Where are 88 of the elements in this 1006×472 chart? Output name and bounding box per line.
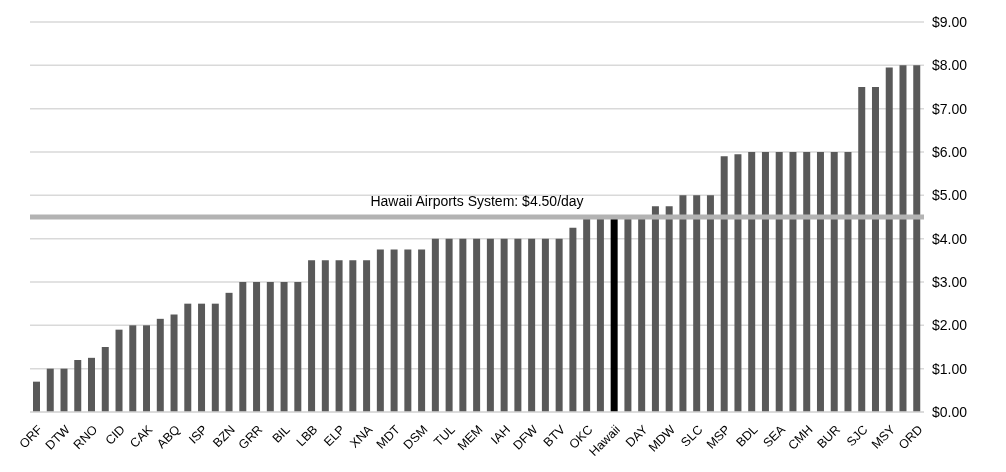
bar — [46, 368, 54, 412]
bar — [679, 195, 687, 412]
bar — [33, 381, 40, 412]
bar — [101, 347, 109, 412]
bar — [363, 260, 371, 412]
x-tick-label: CID — [102, 422, 128, 448]
x-tick-label: SJC — [843, 422, 871, 450]
bar — [734, 154, 742, 412]
bar — [225, 292, 233, 412]
bar — [418, 249, 426, 412]
bar — [555, 238, 563, 412]
bar — [748, 152, 756, 412]
bar — [390, 249, 398, 412]
x-tick-label: ELP — [321, 422, 348, 450]
x-tick-label: BDL — [733, 422, 761, 450]
ref-line-label: Hawaii Airports System: $4.50/day — [370, 193, 584, 209]
bar — [624, 217, 632, 412]
bar — [211, 303, 219, 412]
bar — [486, 238, 494, 412]
bar — [88, 357, 96, 412]
bar — [569, 227, 577, 412]
bar — [431, 238, 439, 412]
bar — [706, 195, 714, 412]
bar — [321, 260, 329, 412]
bar — [376, 249, 384, 412]
bar — [665, 206, 673, 412]
bar — [775, 152, 783, 412]
bar — [294, 282, 302, 412]
x-tick-label: BIL — [269, 422, 293, 446]
bar — [830, 152, 838, 412]
bar — [156, 318, 164, 412]
bar — [404, 249, 412, 412]
x-tick-label: LBB — [293, 422, 321, 450]
y-tick-label: $2.00 — [932, 317, 968, 334]
bar — [913, 65, 921, 412]
bar — [596, 217, 604, 412]
bar — [885, 67, 893, 412]
bar — [349, 260, 357, 412]
y-tick-label: $3.00 — [932, 273, 968, 290]
y-tick-label: $7.00 — [932, 100, 968, 117]
bar — [514, 238, 522, 412]
bar — [473, 238, 481, 412]
bar — [459, 238, 467, 412]
bar — [253, 282, 261, 412]
bar — [761, 152, 769, 412]
bar — [170, 314, 178, 412]
bar — [500, 238, 508, 412]
bar — [610, 217, 618, 412]
bar — [115, 329, 123, 412]
bar — [803, 152, 811, 412]
x-tick-label: IAH — [488, 422, 513, 448]
x-tick-label: SLC — [678, 422, 706, 450]
y-tick-label: $4.00 — [932, 230, 968, 247]
y-tick-label: $6.00 — [932, 143, 968, 160]
x-tick-label: ISP — [186, 422, 211, 447]
bar — [308, 260, 316, 412]
bar — [280, 282, 288, 412]
y-tick-label: $1.00 — [932, 360, 968, 377]
bar — [583, 217, 591, 412]
bar — [60, 368, 68, 412]
y-tick-label: $0.00 — [932, 403, 968, 420]
bar — [871, 87, 879, 412]
bar — [335, 260, 343, 412]
bar — [789, 152, 797, 412]
x-tick-label: XNA — [347, 422, 376, 451]
bar — [74, 360, 82, 412]
bar — [445, 238, 453, 412]
bar — [651, 206, 659, 412]
bar — [198, 303, 206, 412]
bar — [143, 325, 151, 412]
bar — [816, 152, 824, 412]
bar — [844, 152, 852, 412]
bar — [266, 282, 274, 412]
bar — [720, 156, 728, 412]
y-tick-label: $5.00 — [932, 187, 968, 204]
x-tick-label: TUL — [431, 422, 458, 450]
bar — [693, 195, 701, 412]
y-tick-label: $8.00 — [932, 57, 968, 74]
bar — [858, 87, 866, 412]
bar — [638, 217, 646, 412]
bar — [129, 325, 137, 412]
bar — [541, 238, 549, 412]
bar — [239, 282, 247, 412]
bar — [184, 303, 192, 412]
x-tick-label: SEA — [760, 422, 789, 451]
bar — [899, 65, 907, 412]
bar — [528, 238, 536, 412]
y-tick-label: $9.00 — [932, 13, 968, 30]
